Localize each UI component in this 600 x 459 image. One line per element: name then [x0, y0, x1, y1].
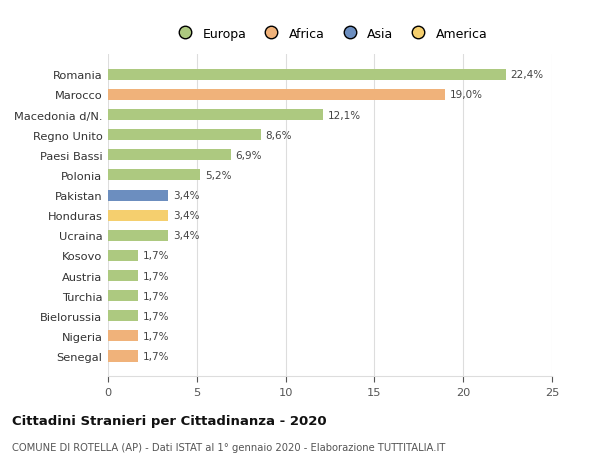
Text: 1,7%: 1,7%: [143, 271, 169, 281]
Bar: [108, 190, 169, 201]
Text: 12,1%: 12,1%: [328, 110, 361, 120]
Text: Cittadini Stranieri per Cittadinanza - 2020: Cittadini Stranieri per Cittadinanza - 2…: [12, 414, 326, 428]
Bar: [108, 110, 323, 121]
Text: 6,9%: 6,9%: [235, 151, 262, 161]
Bar: [108, 210, 169, 221]
Text: 1,7%: 1,7%: [143, 291, 169, 301]
Text: 3,4%: 3,4%: [173, 211, 199, 221]
Text: 3,4%: 3,4%: [173, 190, 199, 201]
Text: 1,7%: 1,7%: [143, 331, 169, 341]
Text: 8,6%: 8,6%: [265, 130, 292, 140]
Text: 3,4%: 3,4%: [173, 231, 199, 241]
Text: 22,4%: 22,4%: [510, 70, 544, 80]
Bar: [108, 351, 138, 362]
Bar: [108, 270, 138, 281]
Bar: [108, 250, 138, 262]
Text: COMUNE DI ROTELLA (AP) - Dati ISTAT al 1° gennaio 2020 - Elaborazione TUTTITALIA: COMUNE DI ROTELLA (AP) - Dati ISTAT al 1…: [12, 442, 445, 452]
Bar: [108, 170, 200, 181]
Text: 5,2%: 5,2%: [205, 171, 231, 180]
Text: 1,7%: 1,7%: [143, 351, 169, 361]
Bar: [108, 330, 138, 341]
Legend: Europa, Africa, Asia, America: Europa, Africa, Asia, America: [167, 23, 493, 46]
Bar: [108, 130, 261, 141]
Text: 19,0%: 19,0%: [450, 90, 483, 100]
Bar: [108, 90, 445, 101]
Text: 1,7%: 1,7%: [143, 251, 169, 261]
Bar: [108, 291, 138, 302]
Bar: [108, 150, 230, 161]
Bar: [108, 311, 138, 322]
Text: 1,7%: 1,7%: [143, 311, 169, 321]
Bar: [108, 70, 506, 81]
Bar: [108, 230, 169, 241]
